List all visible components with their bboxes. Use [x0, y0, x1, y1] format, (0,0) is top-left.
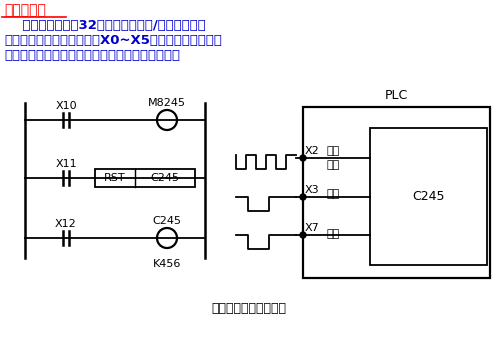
- Text: 编程软元件: 编程软元件: [4, 3, 46, 17]
- Circle shape: [300, 194, 306, 200]
- Text: 高速: 高速: [327, 146, 340, 156]
- Text: C245: C245: [153, 216, 182, 226]
- Text: 复位: 复位: [327, 189, 340, 199]
- Text: 它们只对特定的输入端子（X0~X5）的脉冲进行计数。: 它们只对特定的输入端子（X0~X5）的脉冲进行计数。: [4, 34, 222, 47]
- Text: X10: X10: [55, 101, 77, 111]
- Circle shape: [300, 232, 306, 238]
- Text: C245: C245: [412, 190, 445, 203]
- Text: M8245: M8245: [148, 98, 186, 108]
- Text: PLC: PLC: [385, 89, 408, 102]
- Text: 脉冲: 脉冲: [327, 160, 340, 170]
- Text: X2: X2: [305, 146, 320, 156]
- Bar: [95, 169, 195, 187]
- Text: X11: X11: [55, 159, 77, 169]
- Text: K456: K456: [153, 259, 181, 269]
- Circle shape: [300, 155, 306, 161]
- Text: 高速计数器采用终端方式处理，与扫描周期无关。: 高速计数器采用终端方式处理，与扫描周期无关。: [4, 49, 180, 62]
- Text: 单相单输入高速计数器: 单相单输入高速计数器: [212, 302, 286, 315]
- Text: 启动: 启动: [327, 229, 340, 239]
- Text: X12: X12: [55, 219, 77, 229]
- Bar: [370, 128, 487, 265]
- Text: 高速计数器也是32位停电保持型增/减计数器，但: 高速计数器也是32位停电保持型增/减计数器，但: [4, 19, 206, 32]
- Text: X7: X7: [305, 223, 320, 233]
- Bar: [303, 107, 490, 278]
- Text: C245: C245: [151, 173, 180, 183]
- Text: X3: X3: [305, 185, 320, 195]
- Text: RST: RST: [104, 173, 126, 183]
